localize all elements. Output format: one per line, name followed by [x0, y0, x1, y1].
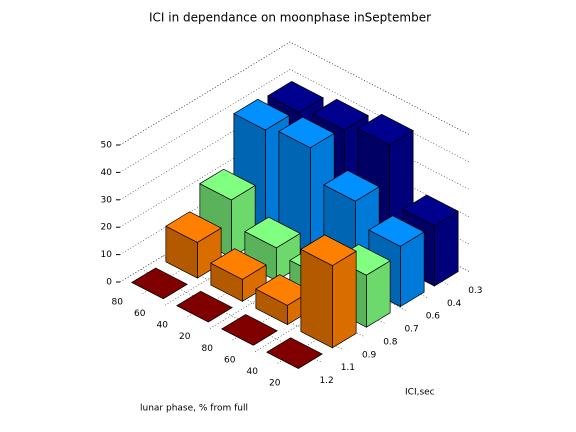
x-tick-label: 20 — [179, 332, 191, 342]
x-tick-label: 80 — [202, 344, 214, 354]
bar-top — [131, 267, 188, 300]
y-tick-label: 0.4 — [447, 299, 462, 309]
y-tick-label: 1.2 — [319, 376, 333, 386]
bar-top — [221, 314, 278, 346]
x-tick-label: 60 — [134, 309, 146, 319]
bar-top — [165, 211, 222, 243]
bar-top — [199, 168, 256, 201]
y-tick-label: 0.7 — [404, 325, 418, 335]
bar-top — [312, 98, 369, 131]
bar-top — [233, 98, 290, 131]
y-tick-label: 0.9 — [362, 350, 377, 360]
x-tick-label: 40 — [157, 321, 169, 331]
z-tick-label: 40 — [101, 168, 113, 178]
z-tick-label: 50 — [101, 141, 113, 151]
bar-top — [176, 290, 233, 323]
bar-top — [244, 216, 301, 249]
bar-side — [300, 248, 333, 349]
x-tick-label: 60 — [224, 355, 236, 365]
y-tick-label: 0.3 — [468, 286, 482, 296]
y-tick-label: 1.1 — [341, 363, 355, 373]
bar-side — [332, 250, 357, 349]
bar-top — [323, 170, 380, 202]
bar-top — [402, 194, 459, 227]
bar-top — [210, 248, 267, 280]
x-tick-label: 80 — [112, 297, 124, 307]
bar-top — [267, 81, 324, 113]
z-tick-label: 20 — [101, 223, 113, 233]
bar-top — [357, 113, 414, 146]
chart-title: ICI in dependance on moonphase inSeptemb… — [149, 11, 431, 25]
bar-top — [368, 215, 425, 247]
z-tick-label: 30 — [101, 195, 113, 205]
y-tick-label: 0.6 — [426, 312, 441, 322]
x-tick-label: 20 — [269, 379, 281, 389]
y-tick-label: 0.8 — [383, 337, 398, 347]
y-axis-label: ICI,sec — [405, 388, 435, 398]
z-tick-label: 0 — [106, 278, 112, 288]
bar-top — [300, 234, 357, 267]
bar-top — [266, 337, 323, 369]
bar-top — [278, 116, 335, 149]
grid-line — [119, 41, 471, 146]
x-axis-label: lunar phase, % from full — [140, 404, 248, 414]
x-tick-label: 40 — [247, 367, 259, 377]
z-tick-label: 10 — [101, 250, 113, 260]
